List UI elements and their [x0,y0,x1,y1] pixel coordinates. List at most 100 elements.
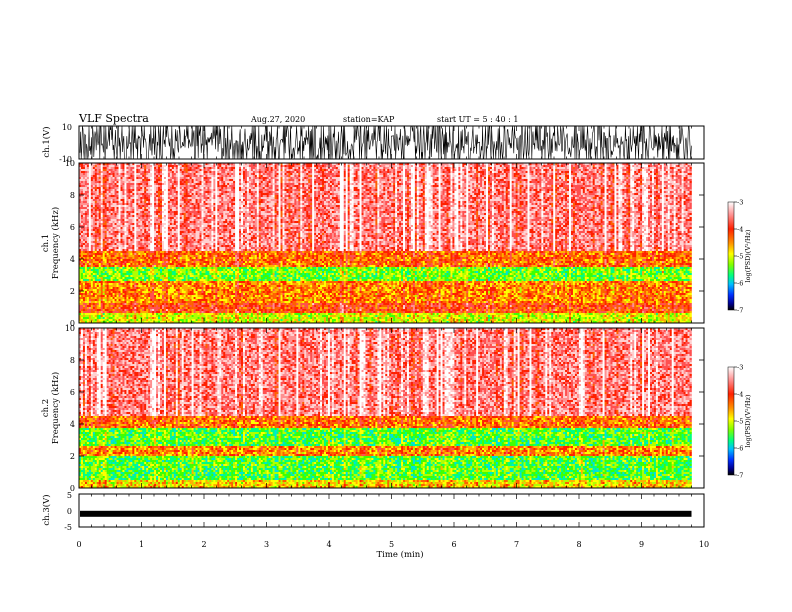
spectrogram-cell [117,225,119,227]
spectrogram-cell [87,227,89,229]
spectrogram-cell [144,293,146,295]
spectrogram-cell [81,235,83,237]
spectrogram-cell [174,183,176,185]
spectrogram-cell [85,253,87,255]
spectrogram-cell [160,219,162,221]
spectrogram-cell [126,193,128,195]
spectrogram-cell [152,275,154,277]
spectrogram-cell [160,247,162,249]
spectrogram-cell [97,305,99,309]
spectrogram-cell [160,317,162,321]
spectrogram-cell [107,225,109,227]
spectrogram-cell [154,185,156,193]
spectrogram-cell [126,245,128,247]
spectrogram-cell [111,315,113,317]
spectrogram-cell [117,173,119,175]
spectrogram-cell [128,275,130,277]
spectrogram-cell [83,245,85,249]
spectrogram-cell [160,209,162,211]
spectrogram-cell [124,245,126,249]
spectrogram-cell [99,299,101,301]
spectrogram-cell [160,301,162,303]
spectrogram-cell [158,261,160,263]
spectrogram-cell [126,303,128,305]
spectrogram-cell [168,199,170,201]
spectrogram-cell [117,183,119,185]
spectrogram-cell [172,225,174,227]
spectrogram-cell [122,163,124,169]
spectrogram-cell [95,243,97,245]
spectrogram-cell [119,253,121,257]
spectrogram-cell [128,229,130,233]
spectrogram-cell [166,311,168,313]
spectrogram-cell [154,307,156,313]
spectrogram-cell [81,315,83,317]
spectrogram-cell [170,297,172,301]
spectrogram-cell [111,193,113,195]
spectrogram-cell [83,305,85,307]
spectrogram-cell [150,181,152,185]
spectrogram-cell [144,235,146,237]
spectrogram-cell [140,201,142,203]
spectrogram-cell [91,209,93,211]
spectrogram-cell [107,197,109,201]
spectrogram-cell [120,203,122,205]
spectrogram-cell [85,297,87,301]
spectrogram-cell [111,245,113,247]
spectrogram-cell [164,297,166,299]
spectrogram-cell [136,265,138,267]
spectrogram-cell [154,289,156,291]
spectrogram-cell [124,311,126,313]
spectrogram-cell [140,281,142,283]
spectrogram-cell [136,169,138,173]
spectrogram-cell [95,231,97,233]
spectrogram-cell [132,179,134,181]
spectrogram-cell [122,185,124,189]
spectrogram-cell [111,251,113,253]
spectrogram-cell [136,289,138,293]
spectrogram-cell [134,303,136,305]
spectrogram-cell [140,173,142,175]
spectrogram-cell [170,263,172,265]
spectrogram-cell [144,319,146,321]
spectrogram-cell [81,241,83,243]
spectrogram-cell [107,275,109,277]
spectrogram-cell [144,245,146,247]
spectrogram-cell [166,305,168,307]
spectrogram-cell [124,315,126,317]
spectrogram-cell [105,165,107,167]
spectrogram-cell [87,219,89,221]
spectrogram-cell [124,177,126,183]
spectrogram-cell [101,269,103,271]
spectrogram-cell [93,185,95,187]
spectrogram-cell [172,293,174,295]
spectrogram-cell [101,191,103,193]
spectrogram-cell [170,197,172,199]
spectrogram-cell [154,281,156,283]
spectrogram-cell [95,229,97,231]
spectrogram-cell [119,221,121,223]
spectrogram-cell [136,247,138,249]
spectrogram-cell [89,293,91,295]
spectrogram-cell [109,267,111,269]
spectrogram-cell [142,301,144,303]
spectrogram-cell [142,243,144,245]
spectrogram-cell [146,211,148,213]
spectrogram-cell [128,207,130,211]
spectrogram-cell [128,251,130,257]
spectrogram-cell [120,311,122,313]
spectrogram-cell [81,229,83,231]
spectrogram-cell [115,225,117,227]
spectrogram-cell [170,285,172,287]
spectrogram-cell [166,277,168,279]
spectrogram-cell [142,195,144,199]
spectrogram-cell [87,289,89,291]
spectrogram-cell [103,179,105,183]
spectrogram-cell [174,163,176,167]
spectrogram-cell [156,235,158,241]
spectrogram-cell [103,297,105,299]
spectrogram-cell [158,301,160,307]
spectrogram-cell [162,219,164,223]
spectrogram-cell [156,243,158,245]
spectrogram-cell [142,163,144,167]
